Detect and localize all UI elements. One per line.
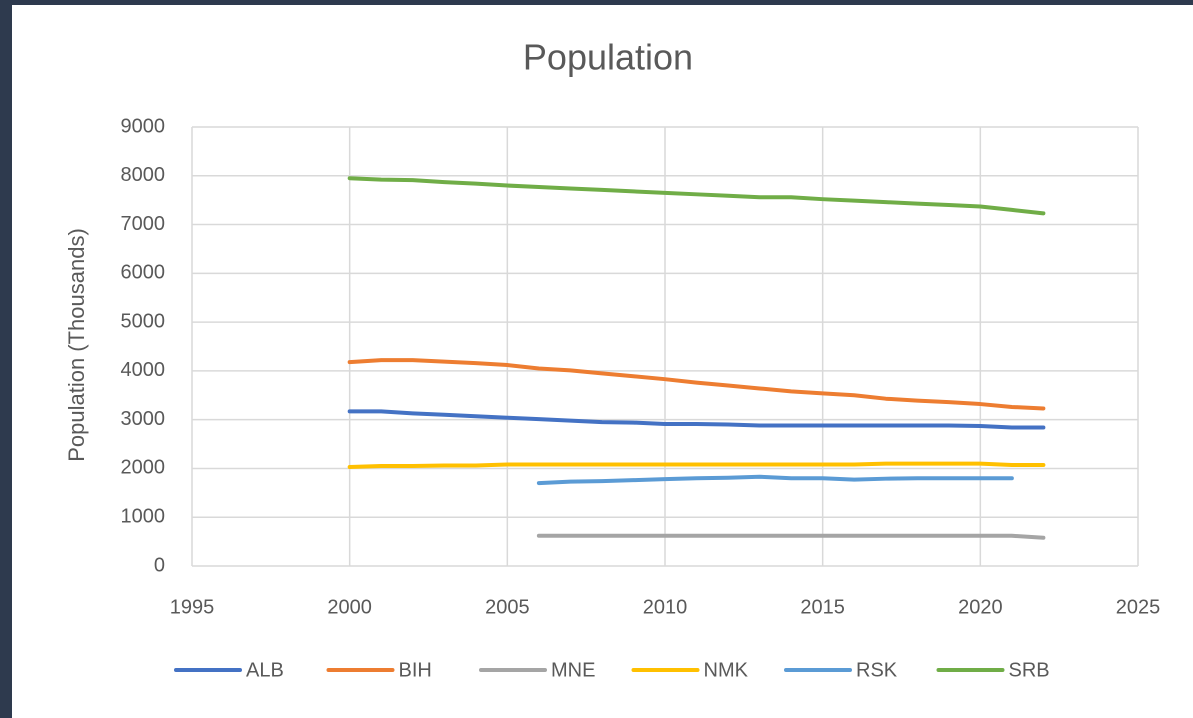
y-tick-label: 1000 xyxy=(121,506,166,528)
y-tick-label: 7000 xyxy=(121,213,166,235)
y-axis-label: Population (Thousands) xyxy=(64,228,89,462)
x-tick-label: 2025 xyxy=(1116,596,1161,618)
legend-label: MNE xyxy=(551,659,595,681)
y-tick-label: 0 xyxy=(154,554,165,576)
y-tick-label: 2000 xyxy=(121,457,166,479)
x-tick-label: 1995 xyxy=(170,596,215,618)
x-tick-label: 2005 xyxy=(485,596,530,618)
x-tick-label: 2015 xyxy=(800,596,845,618)
y-tick-label: 5000 xyxy=(121,310,166,332)
x-tick-label: 2000 xyxy=(327,596,372,618)
series-line xyxy=(347,176,1046,216)
legend-label: BIH xyxy=(399,659,432,681)
y-tick-label: 6000 xyxy=(121,262,166,284)
x-tick-label: 2020 xyxy=(958,596,1003,618)
x-tick-label: 2010 xyxy=(643,596,688,618)
chart-background xyxy=(12,5,1193,718)
legend-label: ALB xyxy=(246,659,284,681)
y-tick-label: 8000 xyxy=(121,164,166,186)
series-line xyxy=(347,358,1046,411)
legend-label: SRB xyxy=(1009,659,1050,681)
y-tick-label: 3000 xyxy=(121,408,166,430)
series-line xyxy=(347,461,1046,469)
series-line xyxy=(536,533,1046,540)
series-line xyxy=(536,474,1014,486)
legend-label: NMK xyxy=(704,659,749,681)
series-line xyxy=(347,409,1046,430)
y-tick-label: 4000 xyxy=(121,359,166,381)
chart-title: Population xyxy=(523,37,693,78)
legend-label: RSK xyxy=(856,659,898,681)
y-tick-label: 9000 xyxy=(121,115,166,137)
